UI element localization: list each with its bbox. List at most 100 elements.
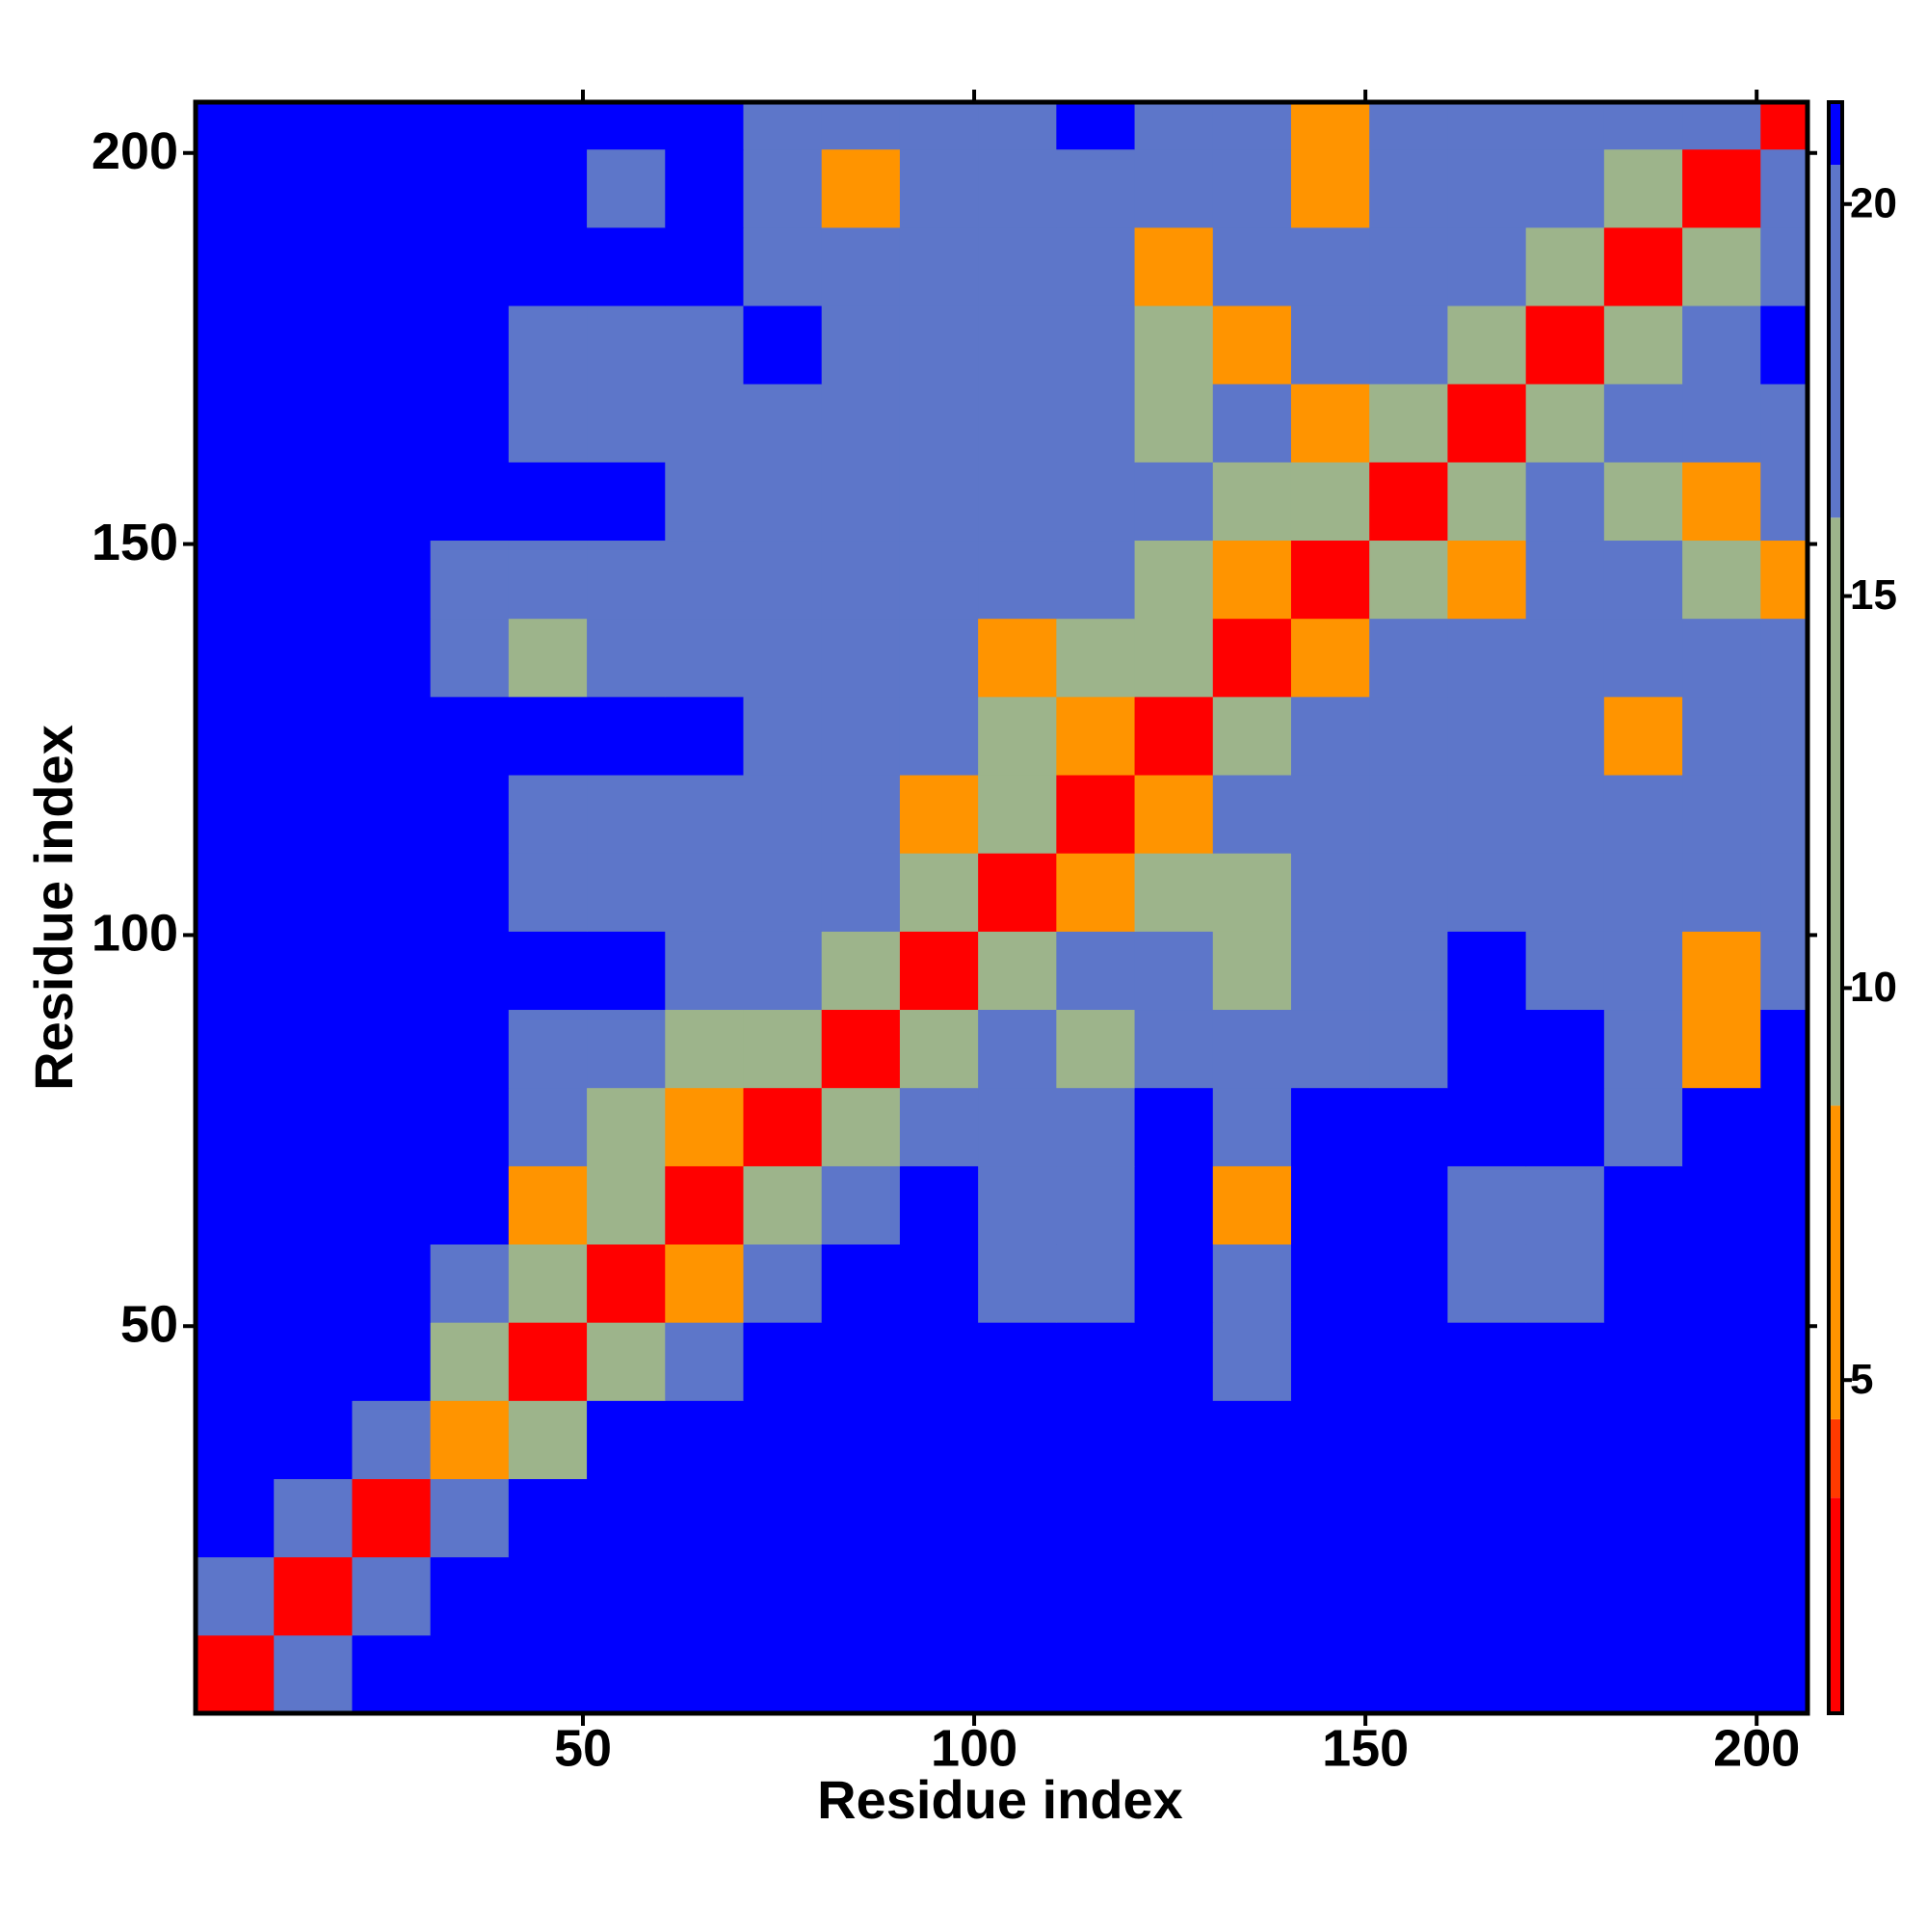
heatmap-cell [508,305,588,384]
heatmap-cell [1447,1400,1527,1480]
heatmap-cell [1682,931,1761,1011]
heatmap-cell [978,1165,1057,1245]
heatmap-cell [587,1009,666,1089]
heatmap-cell [1134,1556,1214,1636]
heatmap-cell [665,853,744,932]
heatmap-cell [1682,853,1761,932]
heatmap-cell [587,931,666,1011]
heatmap-cell [1134,1009,1214,1089]
heatmap-cell [1525,226,1605,306]
colorbar-band [1829,165,1842,518]
heatmap-cell [1056,1009,1136,1089]
heatmap-cell [1056,1244,1136,1323]
heatmap-cell [196,148,275,228]
heatmap-cell [1525,696,1605,776]
heatmap-cell [978,853,1057,932]
heatmap-cell [821,540,901,620]
heatmap-cell [1134,1634,1214,1714]
heatmap-cell [821,226,901,306]
heatmap-cell [1682,462,1761,542]
heatmap-cell [1525,148,1605,228]
heatmap-cell [508,1244,588,1323]
heatmap-cell [743,931,823,1011]
heatmap-cell [1369,1165,1448,1245]
heatmap-cell [1682,148,1761,228]
heatmap-cell [587,540,666,620]
heatmap-cell [1603,102,1683,150]
heatmap-cell [1212,540,1292,620]
heatmap-cell [430,384,510,463]
heatmap-cell [1134,462,1214,542]
heatmap-cell [899,384,979,463]
x-tick-label: 50 [554,1719,612,1777]
heatmap-cell [1447,462,1527,542]
heatmap-cell [1134,618,1214,698]
heatmap-cell [665,618,744,698]
heatmap-cell [1682,1478,1761,1558]
heatmap-cell [821,305,901,384]
heatmap-cell [1525,1400,1605,1480]
heatmap-cell [978,462,1057,542]
heatmap-cell [1525,618,1605,698]
heatmap-cell [1447,696,1527,776]
heatmap-cell [196,1165,275,1245]
heatmap-cell [587,462,666,542]
heatmap-cell [1290,853,1370,932]
heatmap-cell [508,102,588,150]
heatmap-cell [587,1556,666,1636]
plot-frame [193,99,1810,1716]
heatmap-cell [743,384,823,463]
heatmap-cell [352,775,432,854]
heatmap-cell [1525,931,1605,1011]
heatmap-cell [352,1556,432,1636]
heatmap-cell [1447,1478,1527,1558]
heatmap-cell [1134,1400,1214,1480]
heatmap-cell [430,1634,510,1714]
heatmap-cell [1760,775,1808,854]
heatmap-cell [743,1400,823,1480]
heatmap-cell [430,853,510,932]
heatmap-cell [1603,1009,1683,1089]
heatmap-cell [1447,618,1527,698]
heatmap-cell [352,618,432,698]
heatmap-cell [978,148,1057,228]
heatmap-cell [899,931,979,1011]
heatmap-cell [430,1556,510,1636]
heatmap-cell [274,540,353,620]
heatmap-cell [743,540,823,620]
heatmap-cell [1682,540,1761,620]
heatmap-cell [196,1009,275,1089]
heatmap-cell [430,462,510,542]
heatmap-cell [821,931,901,1011]
heatmap-cell [352,148,432,228]
heatmap-cell [821,1009,901,1089]
heatmap-cell [508,853,588,932]
heatmap-cell [587,148,666,228]
heatmap-cell [508,462,588,542]
heatmap-cell [1212,696,1292,776]
heatmap-cell [1290,1165,1370,1245]
heatmap-cell [1134,305,1214,384]
heatmap-cell [1525,1244,1605,1323]
heatmap-cell [1760,1165,1808,1245]
heatmap-cell [1603,305,1683,384]
colorbar-frame [1827,100,1844,1715]
heatmap-cell [1603,462,1683,542]
heatmap-cell [1134,696,1214,776]
heatmap-cell [1682,1165,1761,1245]
heatmap-cell [587,384,666,463]
heatmap-cell [352,1087,432,1167]
heatmap-cell [1212,853,1292,932]
heatmap-cell [899,1400,979,1480]
heatmap-cell [899,1009,979,1089]
heatmap-cell [196,618,275,698]
heatmap-cell [899,1087,979,1167]
heatmap-cell [1760,1009,1808,1089]
heatmap-cell [978,1087,1057,1167]
heatmap-cell [1682,384,1761,463]
heatmap-cell [1447,853,1527,932]
heatmap-cell [1369,775,1448,854]
heatmap-cell [665,1556,744,1636]
heatmap-cell [1369,148,1448,228]
heatmap-cell [1525,775,1605,854]
